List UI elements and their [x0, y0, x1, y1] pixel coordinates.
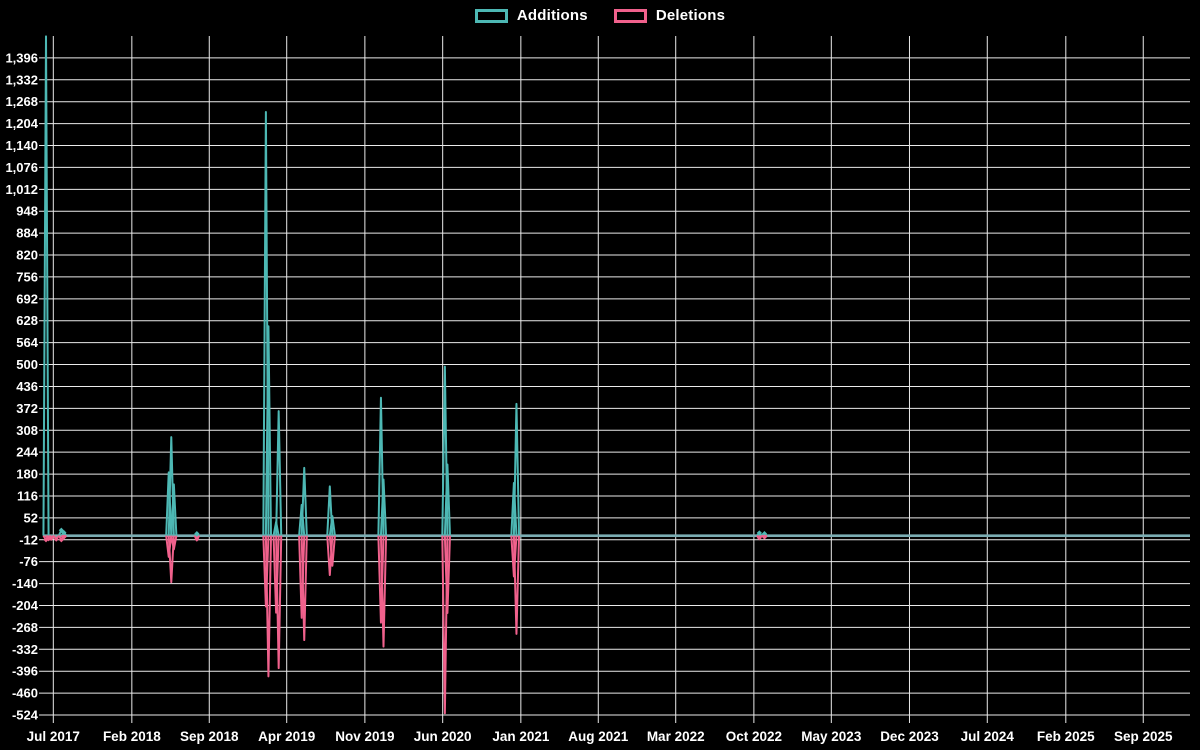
y-tick-label: 692 [16, 291, 38, 306]
deletions-swatch-icon [613, 8, 647, 23]
legend-item-deletions[interactable]: Deletions [613, 7, 726, 24]
x-tick-label: Dec 2023 [880, 729, 939, 744]
x-tick-label: Sep 2025 [1114, 729, 1173, 744]
y-tick-label: 244 [16, 445, 38, 460]
deletions-spike [328, 535, 336, 567]
additions-spike [165, 471, 173, 536]
y-tick-label: 500 [16, 357, 38, 372]
deletions-point-marker [45, 536, 52, 542]
deletions-point-marker [58, 537, 64, 543]
y-tick-label: 308 [16, 423, 38, 438]
y-tick-label: 1,140 [5, 138, 38, 153]
x-tick-label: Jul 2024 [961, 729, 1015, 744]
y-tick-label: 884 [16, 226, 38, 241]
y-tick-label: 1,268 [5, 94, 38, 109]
deletions-spike [377, 535, 385, 624]
y-tick-label: 564 [16, 335, 38, 350]
deletions-point-marker [761, 534, 768, 540]
deletions-point-marker [61, 534, 67, 540]
deletions-spike [170, 535, 178, 551]
deletions-spike [165, 535, 173, 558]
deletions-point-marker [53, 536, 59, 542]
deletions-spike [512, 535, 521, 635]
legend-item-additions[interactable]: Additions [474, 7, 588, 24]
y-tick-label: 820 [16, 248, 38, 263]
y-tick-label: -396 [12, 664, 38, 679]
legend-label-additions: Additions [516, 7, 588, 24]
x-tick-label: Apr 2019 [258, 729, 315, 744]
y-tick-label: -268 [12, 620, 38, 635]
x-tick-label: Nov 2019 [335, 729, 394, 744]
additions-point-marker [58, 527, 64, 533]
y-tick-label: 436 [16, 379, 38, 394]
deletions-spike [300, 535, 308, 642]
x-tick-label: Sep 2018 [180, 729, 239, 744]
y-tick-label: 756 [16, 269, 38, 284]
additions-point-marker [756, 530, 762, 536]
y-tick-label: 1,396 [5, 50, 38, 65]
additions-spike [42, 35, 50, 536]
x-tick-label: Mar 2022 [647, 729, 705, 744]
x-tick-label: Jul 2017 [27, 729, 80, 744]
y-tick-label: -76 [19, 554, 38, 569]
y-tick-label: 180 [16, 467, 38, 482]
deletions-point-marker [194, 536, 200, 542]
deletions-point-marker [756, 535, 762, 541]
y-tick-label: 1,012 [5, 182, 38, 197]
x-tick-label: Oct 2022 [726, 729, 782, 744]
deletions-spike [264, 535, 273, 678]
additions-point-marker [761, 531, 768, 537]
additions-spike [379, 478, 388, 536]
x-tick-label: May 2023 [801, 729, 862, 744]
deletions-point-marker [48, 535, 54, 542]
y-tick-label: -332 [12, 642, 38, 657]
y-tick-label: 948 [16, 204, 38, 219]
additions-swatch-icon [474, 8, 508, 23]
additions-spike [512, 402, 521, 536]
deletions-spike [443, 535, 451, 615]
y-tick-label: -140 [12, 576, 38, 591]
deletions-spike [272, 535, 280, 614]
y-tick-label: 52 [24, 510, 38, 525]
additions-spike [298, 503, 306, 536]
y-tick-label: -12 [19, 532, 38, 547]
y-tick-label: 1,076 [5, 160, 38, 175]
legend-label-deletions: Deletions [655, 7, 726, 24]
chart-legend: Additions Deletions [0, 7, 1200, 24]
y-tick-label: -460 [12, 686, 38, 701]
x-tick-label: Jun 2020 [414, 729, 472, 744]
y-tick-label: 372 [16, 401, 38, 416]
additions-point-marker [61, 529, 67, 536]
y-tick-label: 1,204 [5, 116, 38, 131]
x-tick-label: Feb 2018 [103, 729, 161, 744]
additions-spike [275, 410, 283, 536]
additions-point-marker [194, 531, 200, 537]
additions-spike [443, 463, 451, 536]
x-tick-label: Jan 2021 [492, 729, 550, 744]
deletions-spike [379, 535, 388, 648]
deletions-spike [262, 535, 270, 608]
additions-spike [510, 481, 518, 536]
additions-spike [328, 515, 336, 536]
deletions-spike [167, 535, 175, 584]
y-tick-label: 116 [17, 488, 38, 503]
y-tick-label: -524 [12, 708, 39, 723]
x-tick-label: Aug 2021 [568, 729, 629, 744]
additions-spike [170, 483, 178, 536]
y-tick-label: 1,332 [5, 72, 38, 87]
additions-spike [264, 325, 273, 536]
y-tick-label: 628 [16, 313, 38, 328]
deletions-spike [510, 535, 518, 578]
deletions-spike [275, 535, 283, 670]
y-tick-label: -204 [12, 598, 39, 613]
additions-spike [300, 466, 308, 536]
deletions-spike [298, 535, 306, 619]
x-tick-label: Feb 2025 [1037, 729, 1095, 744]
